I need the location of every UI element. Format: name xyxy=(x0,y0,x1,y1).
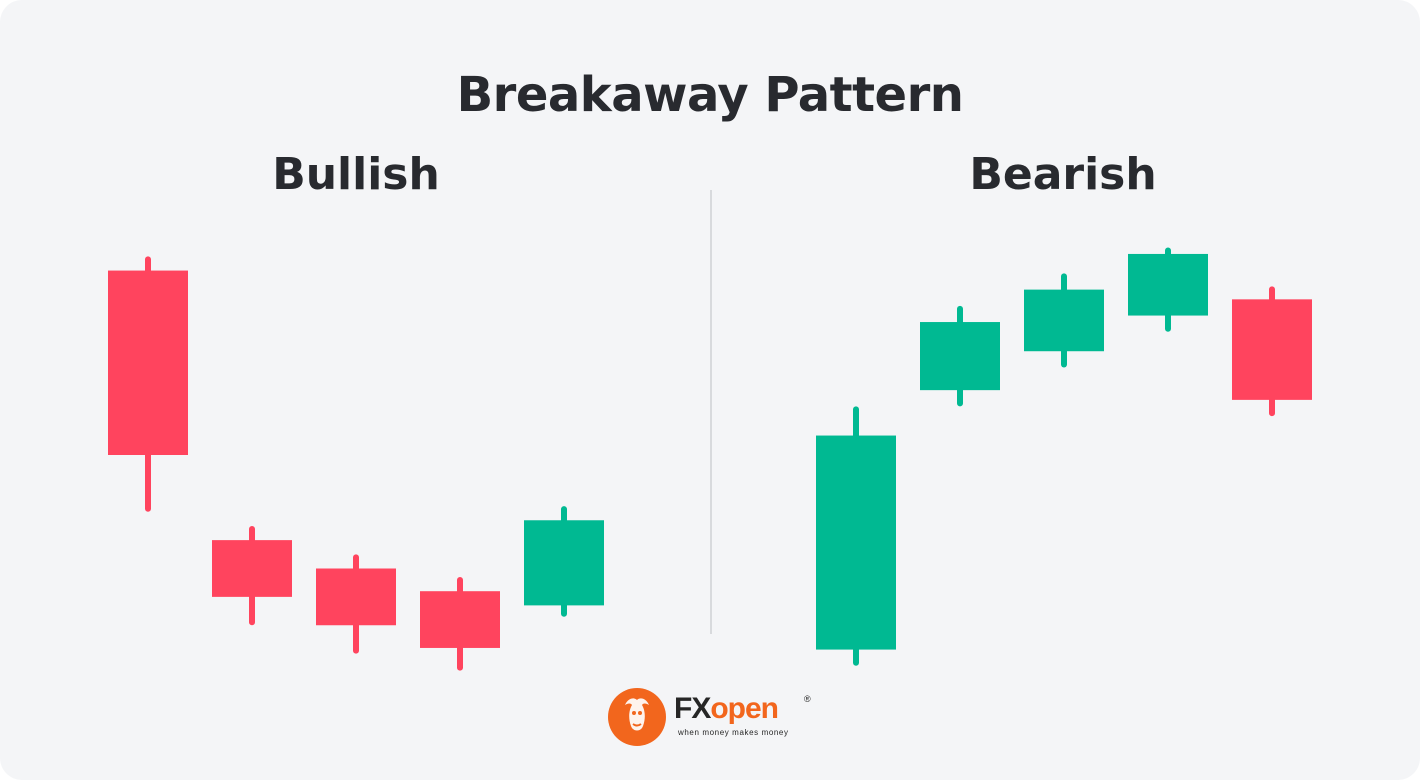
bullish-candle-3-body xyxy=(316,568,396,626)
bullish-candle-2-body xyxy=(212,540,292,597)
bull-icon xyxy=(608,688,666,746)
brand-fx: FX xyxy=(674,692,711,725)
bearish-candle-5-body xyxy=(1232,299,1312,400)
bearish-candle-3-body xyxy=(1024,289,1104,352)
panel-divider xyxy=(710,190,712,634)
bearish-candle-4-body xyxy=(1128,253,1208,316)
bullish-panel-title: Bullish xyxy=(272,149,440,200)
brand-wordmark: FXopen xyxy=(674,692,779,726)
bullish-candle-1-body xyxy=(108,270,188,455)
bearish-candle-1-body xyxy=(816,435,896,650)
fxopen-logo: FXopen ® when money makes money xyxy=(608,688,818,748)
brand-tagline: when money makes money xyxy=(678,728,789,737)
bullish-candle-4-body xyxy=(420,591,500,648)
registered-mark: ® xyxy=(804,694,811,704)
bearish-panel-title: Bearish xyxy=(969,149,1157,200)
bullish-candle-5-body xyxy=(524,520,604,606)
brand-open: open xyxy=(710,692,779,725)
chart-title: Breakaway Pattern xyxy=(456,67,964,123)
bearish-candle-2-body xyxy=(920,322,1000,391)
